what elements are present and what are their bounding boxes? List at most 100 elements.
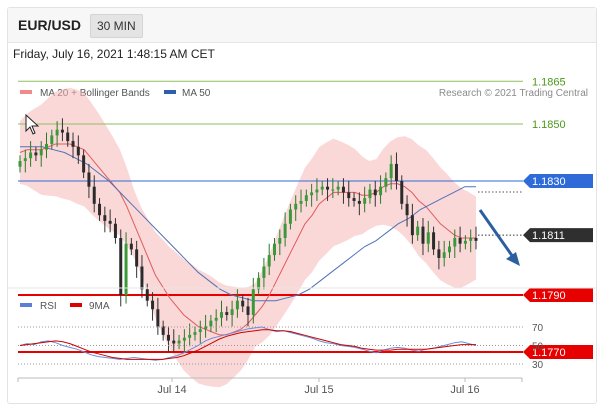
candle-body (60, 129, 64, 133)
candle-body (119, 238, 123, 295)
candle-body (50, 135, 54, 144)
candle-body (273, 243, 277, 256)
candle-body (55, 129, 59, 136)
candle-body (357, 200, 361, 204)
legend-swatch-ma50 (164, 90, 176, 94)
candle-body (267, 255, 271, 267)
candle-body (310, 192, 314, 196)
level-labels: 1.1865 1.1850 1.1830 1.1811 1.1790 1.1770 (523, 76, 593, 359)
level-label-5: 1.1770 (532, 347, 566, 359)
chart-timestamp: Friday, July 16, 2021 1:48:15 AM CET (13, 47, 215, 61)
candle-body (315, 189, 319, 193)
candle-body (29, 152, 33, 159)
rsi-tick-70: 70 (532, 323, 544, 334)
candle-body (182, 337, 186, 341)
legend-label-bollinger: MA 20 + Bollinger Bands (40, 88, 150, 99)
candle-body (219, 312, 223, 318)
timeframe-button[interactable]: 30 MIN (90, 14, 143, 38)
candle-body (379, 186, 383, 196)
candle-body (442, 252, 446, 258)
candle-body (108, 220, 112, 224)
legend-swatch-bollinger (20, 90, 32, 94)
candle-body (18, 161, 22, 167)
candle-body (151, 300, 155, 310)
legend-swatch-9ma (70, 303, 82, 307)
candle-body (437, 249, 441, 258)
candle-body (336, 186, 340, 190)
candle-body (66, 132, 70, 142)
level-tag-2 (523, 174, 593, 188)
candle-body (474, 238, 478, 241)
candle-body (140, 266, 144, 290)
candle-body (400, 181, 404, 204)
trend-arrow-icon (478, 209, 520, 266)
candle-body (209, 320, 213, 327)
candle-body (426, 232, 430, 244)
candle-body (225, 312, 229, 315)
x-tick-label: Jul 16 (450, 384, 479, 396)
x-axis-ticks: Jul 14 Jul 15 Jul 16 (17, 378, 523, 396)
candle-body (71, 141, 75, 147)
candle-body (410, 215, 414, 236)
candle-body (34, 152, 38, 156)
mouse-pointer-icon (25, 113, 40, 135)
candle-body (230, 309, 234, 315)
candle-body (416, 226, 420, 236)
candle-body (193, 332, 197, 335)
candle-body (352, 198, 356, 201)
candle-body (283, 223, 287, 238)
candle-body (23, 158, 27, 162)
level-tag-4 (523, 288, 593, 302)
legend-label-9ma: 9MA (89, 301, 110, 312)
level-label-4: 1.1790 (532, 290, 566, 302)
candle-body (326, 186, 330, 190)
chart-header: EUR/USD 30 MIN (8, 8, 596, 43)
candle-body (278, 238, 282, 244)
rsi-tick-50: 50 (532, 342, 544, 353)
bollinger-band (20, 87, 476, 388)
bollinger-band-fill (20, 87, 476, 388)
price-levels (18, 80, 523, 353)
candle-body (177, 340, 181, 344)
candle-body (45, 143, 49, 150)
candle-body (432, 232, 436, 250)
candle-body (92, 186, 96, 204)
candle-body (421, 226, 425, 244)
x-tick-label: Jul 14 (157, 384, 186, 396)
candle-body (161, 326, 165, 335)
candle-body (204, 326, 208, 330)
candle-body (320, 186, 324, 190)
candle-body (82, 155, 86, 173)
level-tag-5 (523, 345, 593, 359)
candle-body (172, 340, 176, 344)
arrow-shaft (478, 209, 515, 258)
candle-body (304, 195, 308, 201)
rsi-grid: 70 50 30 (18, 323, 544, 371)
candles (18, 118, 478, 352)
rsi-line (19, 326, 477, 361)
level-label-1: 1.1850 (532, 119, 566, 131)
credit-text: Research © 2021 Trading Central (439, 88, 588, 99)
candle-body (331, 189, 335, 191)
candle-body (129, 243, 133, 250)
candle-body (241, 300, 245, 307)
candle-body (294, 203, 298, 210)
candle-body (188, 334, 192, 338)
arrow-head (506, 252, 520, 266)
candle-body (103, 215, 107, 221)
candle-body (458, 238, 462, 244)
candle-body (76, 146, 80, 156)
level-label-2: 1.1830 (532, 176, 566, 188)
candle-body (87, 172, 91, 187)
candle-body (288, 209, 292, 224)
candle-body (363, 198, 367, 204)
x-tick-label: Jul 15 (304, 384, 333, 396)
candle-body (246, 306, 250, 315)
legend-label-ma50: MA 50 (182, 88, 211, 99)
candle-body (214, 317, 218, 321)
candle-body (341, 186, 345, 193)
candle-body (394, 163, 398, 181)
candle-body (373, 189, 377, 196)
candle-body (463, 240, 467, 244)
candle-body (198, 329, 202, 333)
